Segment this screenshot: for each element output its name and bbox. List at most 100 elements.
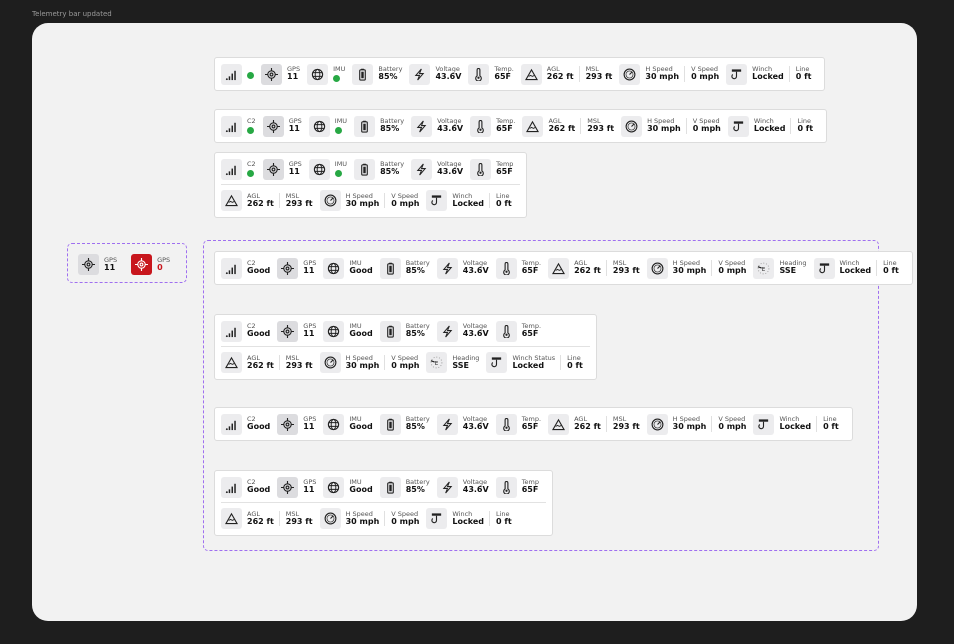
c2-indicator[interactable]: C2 Good (221, 476, 270, 498)
line-indicator[interactable]: Line 0 ft (790, 117, 813, 134)
indicator-label: Temp. (521, 415, 542, 424)
h-speed-indicator[interactable]: H Speed 30 mph (621, 115, 681, 137)
telemetry-bar: C2 Good GPS 11 IMU Good Battery 85% Voltage 43.6V… (214, 470, 554, 536)
h-speed-indicator[interactable]: H Speed 30 mph (646, 413, 706, 435)
winch-indicator[interactable]: Winch Locked (753, 413, 811, 435)
voltage-indicator[interactable]: Voltage 43.6V (436, 257, 489, 279)
winch-icon (426, 190, 448, 211)
indicator-value: Locked (839, 266, 872, 276)
h-speed-indicator[interactable]: H Speed 30 mph (319, 352, 379, 373)
voltage-indicator[interactable]: Voltage 43.6V (436, 413, 489, 435)
agl-indicator[interactable]: AGL 262 ft (520, 63, 574, 85)
voltage-indicator[interactable]: Voltage 43.6V (411, 158, 463, 180)
temp--indicator[interactable]: Temp. 65F (468, 63, 514, 85)
msl-indicator[interactable]: MSL 293 ft (278, 354, 313, 371)
c2-indicator[interactable]: C2 Good (221, 413, 270, 435)
winch-indicator[interactable]: Winch Locked (726, 63, 784, 85)
c2-indicator[interactable]: C2 Good (221, 257, 270, 279)
agl-indicator[interactable]: AGL 262 ft (522, 115, 575, 137)
globe-icon (323, 413, 345, 435)
temp--indicator[interactable]: Temp. 65F (495, 413, 542, 435)
imu-indicator[interactable]: IMU Good (323, 257, 373, 279)
battery-indicator[interactable]: Battery 85% (354, 115, 404, 137)
msl-indicator[interactable]: MSL 293 ft (580, 117, 615, 134)
c2-indicator[interactable]: C2 (221, 158, 256, 180)
voltage-indicator[interactable]: Voltage 43.6V (409, 63, 461, 85)
msl-indicator[interactable]: MSL 293 ft (578, 65, 612, 82)
h-speed-indicator[interactable]: H Speed 30 mph (319, 508, 379, 529)
h-speed-indicator[interactable]: H Speed 30 mph (319, 190, 379, 211)
battery-indicator[interactable]: Battery 85% (352, 63, 402, 85)
indicator-value: 293 ft (587, 124, 615, 134)
signal-icon (221, 63, 242, 85)
c2-indicator[interactable]: C2 (221, 115, 256, 137)
msl-indicator[interactable]: MSL 293 ft (605, 415, 640, 432)
line-indicator[interactable]: Line 0 ft (876, 259, 899, 276)
imu-indicator[interactable]: IMU (307, 63, 345, 85)
agl-indicator[interactable]: AGL 262 ft (548, 257, 601, 279)
gauge-icon (621, 115, 643, 137)
battery-indicator[interactable]: Battery 85% (379, 413, 430, 435)
v-speed-indicator[interactable]: V Speed 0 mph (684, 65, 719, 82)
voltage-indicator[interactable]: Voltage 43.6V (436, 476, 489, 498)
v-speed-indicator[interactable]: V Speed 0 mph (384, 192, 419, 209)
heading-indicator[interactable]: E Heading SSE (426, 352, 479, 373)
line-indicator[interactable]: Line 0 ft (788, 65, 811, 82)
gps-indicator[interactable]: GPS 11 (277, 413, 316, 435)
agl-indicator[interactable]: AGL 262 ft (221, 508, 274, 529)
voltage-indicator[interactable]: Voltage 43.6V (436, 320, 489, 342)
temp-indicator[interactable]: Temp 65F (470, 158, 513, 180)
gps-indicator[interactable]: GPS 11 (261, 63, 300, 85)
gps-indicator[interactable]: GPS 11 (78, 254, 117, 275)
line-indicator[interactable]: Line 0 ft (488, 192, 512, 209)
v-speed-indicator[interactable]: V Speed 0 mph (711, 415, 746, 432)
battery-indicator[interactable]: Battery 85% (354, 158, 404, 180)
status-indicator[interactable] (221, 63, 254, 85)
gps-indicator[interactable]: GPS 11 (277, 257, 316, 279)
agl-indicator[interactable]: AGL 262 ft (221, 352, 274, 373)
line-indicator[interactable]: Line 0 ft (488, 510, 512, 527)
winch-indicator[interactable]: Winch Locked (727, 115, 785, 137)
gps-indicator[interactable]: GPS 11 (277, 320, 316, 342)
gps-indicator[interactable]: GPS 11 (262, 158, 302, 180)
variants-group[interactable] (203, 240, 879, 551)
winch-status-indicator[interactable]: Winch Status Locked (486, 352, 555, 373)
line-indicator[interactable]: Line 0 ft (816, 415, 839, 432)
indicator-label: AGL (247, 191, 260, 200)
temp-indicator[interactable]: Temp 65F (495, 476, 539, 498)
agl-indicator[interactable]: AGL 262 ft (548, 413, 601, 435)
winch-indicator[interactable]: Winch Locked (813, 257, 872, 279)
msl-indicator[interactable]: MSL 293 ft (605, 259, 640, 276)
v-speed-indicator[interactable]: V Speed 0 mph (711, 259, 746, 276)
h-speed-indicator[interactable]: H Speed 30 mph (646, 257, 706, 279)
msl-indicator[interactable]: MSL 293 ft (278, 510, 313, 527)
gps-indicator[interactable]: GPS 0 (131, 254, 170, 275)
gps-states-group[interactable]: GPS 11 GPS 0 (67, 243, 187, 283)
battery-indicator[interactable]: Battery 85% (379, 476, 430, 498)
imu-indicator[interactable]: IMU Good (323, 320, 373, 342)
imu-indicator[interactable]: IMU (308, 158, 347, 180)
c2-indicator[interactable]: C2 Good (221, 320, 270, 342)
h-speed-indicator[interactable]: H Speed 30 mph (619, 63, 679, 85)
heading-indicator[interactable]: E Heading SSE (753, 257, 807, 279)
battery-indicator[interactable]: Battery 85% (379, 257, 430, 279)
indicator-label: Voltage (462, 322, 488, 331)
gps-indicator[interactable]: GPS 11 (262, 115, 302, 137)
imu-indicator[interactable]: IMU Good (323, 476, 373, 498)
agl-indicator[interactable]: AGL 262 ft (221, 190, 274, 211)
v-speed-indicator[interactable]: V Speed 0 mph (685, 117, 721, 134)
winch-indicator[interactable]: Winch Locked (426, 508, 484, 529)
imu-indicator[interactable]: IMU Good (323, 413, 373, 435)
v-speed-indicator[interactable]: V Speed 0 mph (384, 510, 419, 527)
voltage-indicator[interactable]: Voltage 43.6V (411, 115, 463, 137)
temp--indicator[interactable]: Temp. 65F (470, 115, 515, 137)
battery-indicator[interactable]: Battery 85% (379, 320, 430, 342)
v-speed-indicator[interactable]: V Speed 0 mph (384, 354, 419, 371)
temp--indicator[interactable]: Temp. 65F (495, 257, 541, 279)
temp--indicator[interactable]: Temp. 65F (495, 320, 541, 342)
line-indicator[interactable]: Line 0 ft (560, 354, 583, 371)
gps-indicator[interactable]: GPS 11 (277, 476, 316, 498)
winch-indicator[interactable]: Winch Locked (426, 190, 484, 211)
imu-indicator[interactable]: IMU (308, 115, 347, 137)
msl-indicator[interactable]: MSL 293 ft (278, 192, 313, 209)
